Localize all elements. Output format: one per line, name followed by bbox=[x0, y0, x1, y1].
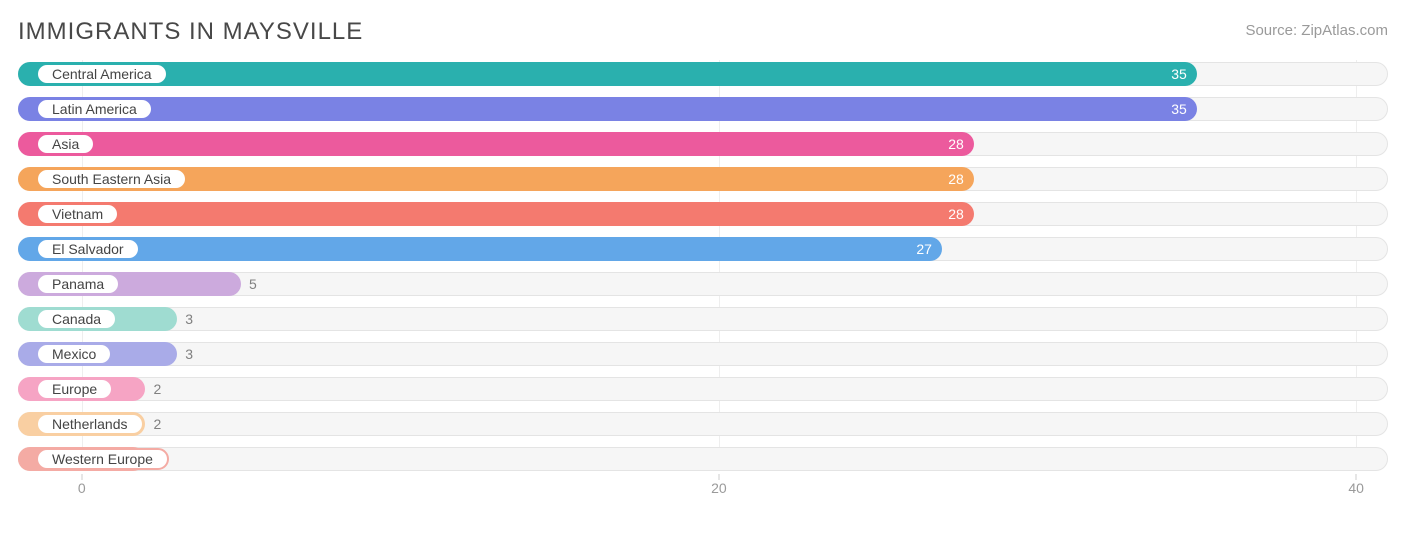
chart-title: IMMIGRANTS IN MAYSVILLE bbox=[18, 18, 363, 46]
x-tick-label: 0 bbox=[78, 480, 86, 496]
x-tick-label: 20 bbox=[711, 480, 727, 496]
bar-label-pill: Central America bbox=[36, 63, 168, 85]
bar-row: 28 Asia bbox=[18, 130, 1388, 158]
chart-container: IMMIGRANTS IN MAYSVILLE Source: ZipAtlas… bbox=[0, 0, 1406, 534]
bar-label-pill: Mexico bbox=[36, 343, 112, 365]
bar-row: 2 Europe bbox=[18, 375, 1388, 403]
bar-label-pill: Latin America bbox=[36, 98, 153, 120]
bar-value: 35 bbox=[1171, 101, 1187, 117]
bar-row: 35 Central America bbox=[18, 60, 1388, 88]
bar-label-pill: Netherlands bbox=[36, 413, 144, 435]
bar-row: 2 Netherlands bbox=[18, 410, 1388, 438]
bar-row: 28 South Eastern Asia bbox=[18, 165, 1388, 193]
bar-row: 2Western Europe bbox=[18, 445, 1388, 473]
bar-row: 35 Latin America bbox=[18, 95, 1388, 123]
bar-value: 5 bbox=[249, 276, 257, 292]
bar-label-pill: El Salvador bbox=[36, 238, 140, 260]
bar-track bbox=[18, 377, 1388, 401]
chart-rows: 35Central America35Latin America28Asia28… bbox=[18, 60, 1388, 473]
bar-value: 28 bbox=[948, 171, 964, 187]
bar-value: 3 bbox=[185, 346, 193, 362]
bar-label-pill: Europe bbox=[36, 378, 113, 400]
bar-label-pill: South Eastern Asia bbox=[36, 168, 187, 190]
bar-value: 3 bbox=[185, 311, 193, 327]
bar-fill: 35 bbox=[18, 97, 1197, 121]
bar-fill: 28 bbox=[18, 132, 974, 156]
chart-header: IMMIGRANTS IN MAYSVILLE Source: ZipAtlas… bbox=[18, 18, 1388, 46]
bar-value: 28 bbox=[948, 136, 964, 152]
bar-fill: 27 bbox=[18, 237, 942, 261]
x-axis: 0 20 40 bbox=[18, 480, 1388, 510]
bar-label-pill: Panama bbox=[36, 273, 120, 295]
bar-value: 2 bbox=[153, 416, 161, 432]
chart-source: Source: ZipAtlas.com bbox=[1245, 22, 1388, 39]
bar-track bbox=[18, 447, 1388, 471]
bar-value: 2 bbox=[153, 381, 161, 397]
bar-row: 27 El Salvador bbox=[18, 235, 1388, 263]
bar-track bbox=[18, 342, 1388, 366]
chart-plot: 35Central America35Latin America28Asia28… bbox=[18, 60, 1388, 490]
bar-label-pill: Asia bbox=[36, 133, 95, 155]
bar-row: 3 Mexico bbox=[18, 340, 1388, 368]
bar-row: 3 Canada bbox=[18, 305, 1388, 333]
bar-fill: 35 bbox=[18, 62, 1197, 86]
bar-track bbox=[18, 412, 1388, 436]
bar-track bbox=[18, 307, 1388, 331]
bar-row: 28 Vietnam bbox=[18, 200, 1388, 228]
bar-fill: 28 bbox=[18, 202, 974, 226]
bar-label-pill: Western Europe bbox=[36, 448, 169, 470]
bar-label-pill: Canada bbox=[36, 308, 117, 330]
bar-value: 35 bbox=[1171, 66, 1187, 82]
bar-value: 28 bbox=[948, 206, 964, 222]
bar-label-pill: Vietnam bbox=[36, 203, 119, 225]
bar-row: 5 Panama bbox=[18, 270, 1388, 298]
bar-value: 27 bbox=[916, 241, 932, 257]
x-tick-label: 40 bbox=[1348, 480, 1364, 496]
